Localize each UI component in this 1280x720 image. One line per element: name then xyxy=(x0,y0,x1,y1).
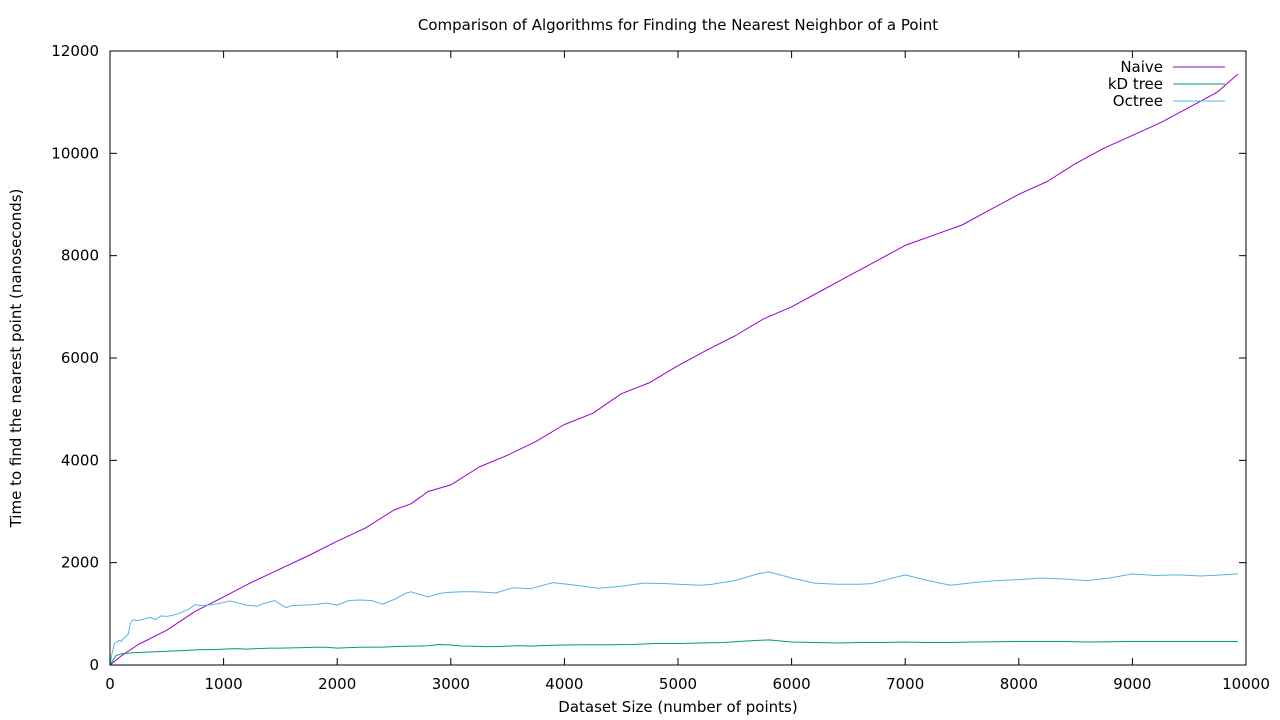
y-tick-label: 8000 xyxy=(61,247,99,265)
x-tick-label: 10000 xyxy=(1222,675,1270,693)
plot-frame xyxy=(109,50,1247,666)
y-tick-label: 10000 xyxy=(51,144,99,162)
x-tick-label: 5000 xyxy=(659,675,697,693)
y-tick-label: 6000 xyxy=(61,349,99,367)
legend-label: kD tree xyxy=(1108,75,1163,93)
y-tick-label: 2000 xyxy=(61,554,99,572)
y-axis-title: Time to find the nearest point (nanoseco… xyxy=(7,189,25,529)
x-tick-label: 8000 xyxy=(1000,675,1038,693)
x-tick-label: 2000 xyxy=(318,675,356,693)
x-axis: 0 1000 2000 3000 4000 5000 6000 7000 8000 9000 100… xyxy=(105,51,1270,693)
x-axis-title: Dataset Size (number of points) xyxy=(558,698,797,716)
x-tick-label: 3000 xyxy=(432,675,470,693)
x-tick-label: 7000 xyxy=(886,675,924,693)
plot-area xyxy=(109,50,1247,666)
y-tick-label: 12000 xyxy=(51,42,99,60)
chart-title: Comparison of Algorithms for Finding the… xyxy=(418,16,938,34)
x-tick-label: 6000 xyxy=(773,675,811,693)
series-layer xyxy=(109,73,1239,666)
legend-label: Naive xyxy=(1120,58,1163,76)
legend-label: Octree xyxy=(1113,92,1163,110)
y-tick-label: 4000 xyxy=(61,451,99,469)
x-tick-label: 4000 xyxy=(545,675,583,693)
series-line-kd-tree xyxy=(109,639,1238,666)
x-tick-label: 1000 xyxy=(205,675,243,693)
series-line-octree xyxy=(109,571,1239,666)
y-axis: 0 2000 4000 6000 8000 10000 12000 xyxy=(51,42,1246,674)
series-line-naive xyxy=(109,73,1239,666)
x-tick-label: 0 xyxy=(105,675,115,693)
x-tick-label: 9000 xyxy=(1113,675,1151,693)
y-tick-label: 0 xyxy=(89,656,99,674)
